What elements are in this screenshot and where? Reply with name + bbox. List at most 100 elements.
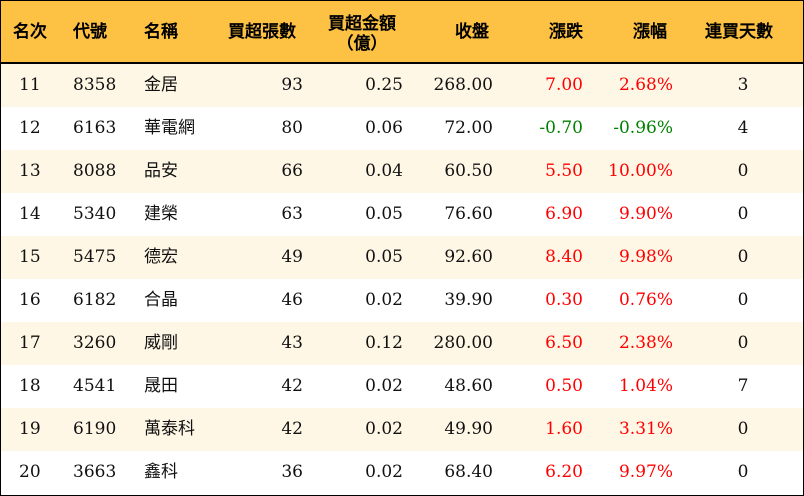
- cell-net-buy-sheets: 63: [281, 204, 303, 224]
- cell-net-buy-sheets: 43: [281, 333, 303, 353]
- cell-change-percent: 0.76%: [618, 290, 673, 310]
- cell-close: 39.90: [444, 290, 493, 310]
- cell-rank: 11: [19, 75, 41, 95]
- cell-net-buy-amount: 0.02: [365, 290, 403, 310]
- cell-change: 0.30: [545, 290, 583, 310]
- cell-name: 合晶: [144, 290, 178, 310]
- cell-consecutive-days: 0: [737, 247, 749, 267]
- cell-rank: 12: [19, 118, 41, 138]
- cell-net-buy-amount: 0.02: [365, 462, 403, 482]
- cell-code: 8088: [73, 161, 117, 181]
- cell-close: 49.90: [444, 419, 493, 439]
- cell-change-percent: 2.38%: [618, 333, 673, 353]
- cell-close: 48.60: [444, 376, 493, 396]
- table-row: 18 4541 晟田 42 0.02 48.60 0.50 1.04% 7: [1, 365, 803, 408]
- table-row: 14 5340 建榮 63 0.05 76.60 6.90 9.90% 0: [1, 193, 803, 236]
- cell-net-buy-amount: 0.12: [365, 333, 403, 353]
- cell-net-buy-sheets: 42: [281, 419, 303, 439]
- cell-code: 6190: [73, 419, 117, 439]
- cell-consecutive-days: 0: [737, 290, 749, 310]
- cell-change: 6.90: [545, 204, 583, 224]
- cell-net-buy-sheets: 46: [281, 290, 303, 310]
- cell-rank: 19: [19, 419, 41, 439]
- cell-name: 建榮: [144, 204, 178, 224]
- header-net-buy-amount-line1: 買超金額: [328, 14, 396, 34]
- cell-net-buy-sheets: 66: [281, 161, 303, 181]
- header-net-buy-amount: 買超金額 （億）: [323, 14, 401, 54]
- cell-change-percent: 10.00%: [608, 161, 673, 181]
- cell-net-buy-amount: 0.06: [365, 118, 403, 138]
- cell-change-percent: 9.90%: [618, 204, 673, 224]
- cell-rank: 16: [19, 290, 41, 310]
- cell-change-percent: 1.04%: [618, 376, 673, 396]
- cell-consecutive-days: 0: [737, 204, 749, 224]
- header-close: 收盤: [455, 22, 489, 42]
- cell-net-buy-amount: 0.05: [365, 247, 403, 267]
- cell-net-buy-amount: 0.02: [365, 376, 403, 396]
- cell-name: 萬泰科: [144, 419, 195, 439]
- cell-code: 3260: [73, 333, 117, 353]
- cell-net-buy-sheets: 93: [281, 75, 303, 95]
- cell-close: 268.00: [433, 75, 493, 95]
- cell-name: 德宏: [144, 247, 178, 267]
- cell-change-percent: 3.31%: [618, 419, 673, 439]
- cell-net-buy-sheets: 80: [281, 118, 303, 138]
- table-row: 13 8088 品安 66 0.04 60.50 5.50 10.00% 0: [1, 150, 803, 193]
- cell-code: 5340: [73, 204, 117, 224]
- header-code: 代號: [73, 22, 107, 42]
- cell-change: -0.70: [539, 118, 583, 138]
- cell-rank: 14: [19, 204, 41, 224]
- table-row: 17 3260 威剛 43 0.12 280.00 6.50 2.38% 0: [1, 322, 803, 365]
- cell-rank: 18: [19, 376, 41, 396]
- cell-change-percent: -0.96%: [613, 118, 673, 138]
- cell-name: 華電網: [144, 118, 195, 138]
- table-row: 15 5475 德宏 49 0.05 92.60 8.40 9.98% 0: [1, 236, 803, 279]
- cell-close: 68.40: [444, 462, 493, 482]
- cell-close: 72.00: [444, 118, 493, 138]
- cell-close: 280.00: [433, 333, 493, 353]
- cell-code: 6182: [73, 290, 117, 310]
- header-name: 名稱: [144, 22, 178, 42]
- cell-name: 鑫科: [144, 462, 178, 482]
- cell-close: 92.60: [444, 247, 493, 267]
- cell-consecutive-days: 0: [737, 333, 749, 353]
- header-change-percent: 漲幅: [633, 22, 667, 42]
- cell-change: 6.20: [545, 462, 583, 482]
- cell-name: 晟田: [144, 376, 178, 396]
- cell-net-buy-amount: 0.25: [365, 75, 403, 95]
- cell-close: 60.50: [444, 161, 493, 181]
- cell-net-buy-amount: 0.04: [365, 161, 403, 181]
- cell-change: 1.60: [545, 419, 583, 439]
- cell-code: 3663: [73, 462, 117, 482]
- cell-change: 6.50: [545, 333, 583, 353]
- cell-name: 品安: [144, 161, 178, 181]
- cell-change-percent: 2.68%: [618, 75, 673, 95]
- header-consecutive-days: 連買天數: [705, 22, 773, 42]
- header-net-buy-sheets: 買超張數: [228, 22, 296, 42]
- cell-rank: 17: [19, 333, 41, 353]
- cell-consecutive-days: 7: [737, 376, 749, 396]
- cell-net-buy-amount: 0.05: [365, 204, 403, 224]
- cell-consecutive-days: 0: [737, 462, 749, 482]
- header-net-buy-amount-line2: （億）: [336, 34, 388, 54]
- cell-change: 0.50: [545, 376, 583, 396]
- cell-close: 76.60: [444, 204, 493, 224]
- table-row: 16 6182 合晶 46 0.02 39.90 0.30 0.76% 0: [1, 279, 803, 322]
- cell-name: 金居: [144, 75, 178, 95]
- cell-change: 7.00: [545, 75, 583, 95]
- table-row: 20 3663 鑫科 36 0.02 68.40 6.20 9.97% 0: [1, 451, 803, 494]
- cell-change-percent: 9.97%: [618, 462, 673, 482]
- cell-consecutive-days: 4: [737, 118, 749, 138]
- cell-rank: 13: [19, 161, 41, 181]
- cell-code: 6163: [73, 118, 117, 138]
- cell-change-percent: 9.98%: [618, 247, 673, 267]
- table-row: 19 6190 萬泰科 42 0.02 49.90 1.60 3.31% 0: [1, 408, 803, 451]
- cell-change: 5.50: [545, 161, 583, 181]
- header-rank: 名次: [13, 22, 47, 42]
- cell-net-buy-amount: 0.02: [365, 419, 403, 439]
- cell-consecutive-days: 0: [737, 161, 749, 181]
- table-row: 11 8358 金居 93 0.25 268.00 7.00 2.68% 3: [1, 64, 803, 107]
- cell-code: 8358: [73, 75, 117, 95]
- cell-rank: 20: [19, 462, 41, 482]
- cell-change: 8.40: [545, 247, 583, 267]
